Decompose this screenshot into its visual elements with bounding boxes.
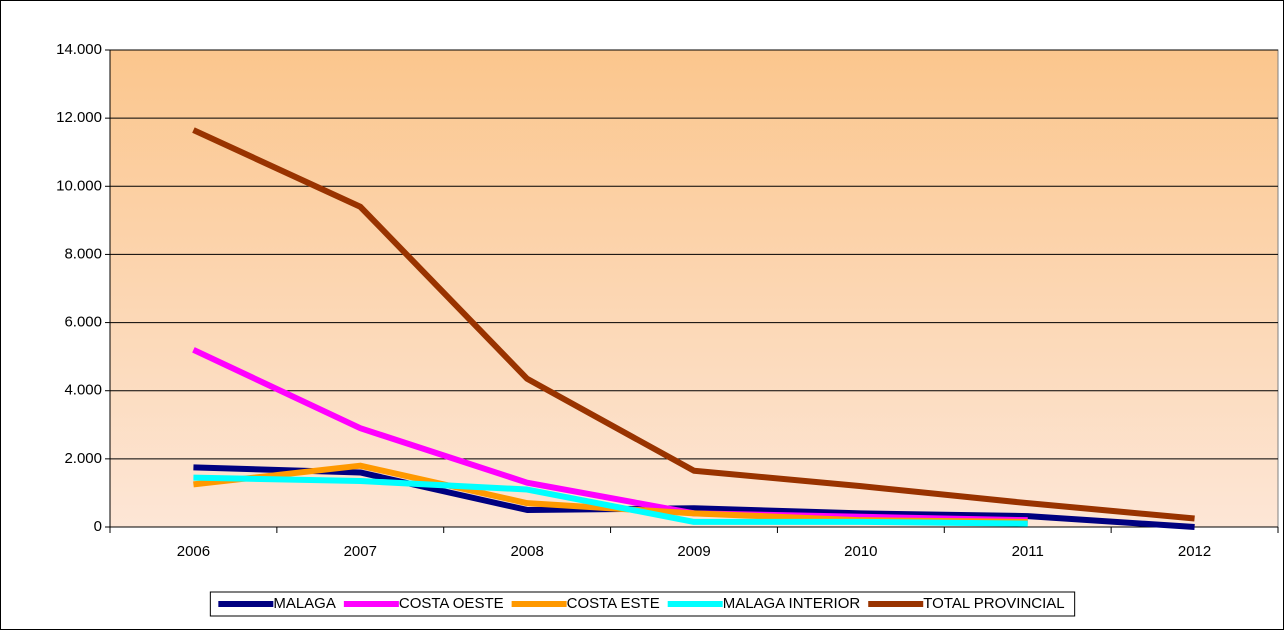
x-tick-label: 2006 [177, 543, 210, 560]
legend-label: MALAGA INTERIOR [723, 595, 861, 612]
y-tick-label: 8.000 [64, 245, 102, 262]
plot-area [109, 49, 1279, 528]
x-tick-label: 2007 [344, 543, 377, 560]
y-tick-label: 2.000 [64, 450, 102, 467]
x-tick-label: 2008 [510, 543, 543, 560]
legend-box [209, 591, 1076, 617]
x-tick-label: 2012 [1178, 543, 1211, 560]
y-tick-label: 14.000 [56, 41, 102, 58]
series-line [192, 127, 1195, 522]
legend-label: MALAGA [273, 595, 336, 612]
x-tick-label: 2010 [844, 543, 877, 560]
y-tick-label: 0 [94, 518, 102, 535]
legend-label: TOTAL PROVINCIAL [923, 595, 1064, 612]
legend-label: COSTA ESTE [567, 595, 660, 612]
series-line [192, 347, 1028, 524]
series-line [193, 464, 1195, 530]
x-tick-label: 2009 [677, 543, 710, 560]
x-tick-label: 2011 [1012, 543, 1044, 560]
series-line [193, 474, 1028, 527]
y-tick-label: 6.000 [64, 314, 102, 331]
y-tick-label: 4.000 [64, 382, 102, 399]
legend-label: COSTA OESTE [399, 595, 504, 612]
y-tick-label: 10.000 [56, 177, 102, 194]
y-tick-label: 12.000 [56, 109, 102, 126]
legend: MALAGA COSTA OESTE COSTA ESTE MALAGA INTERI… [209, 591, 1076, 617]
